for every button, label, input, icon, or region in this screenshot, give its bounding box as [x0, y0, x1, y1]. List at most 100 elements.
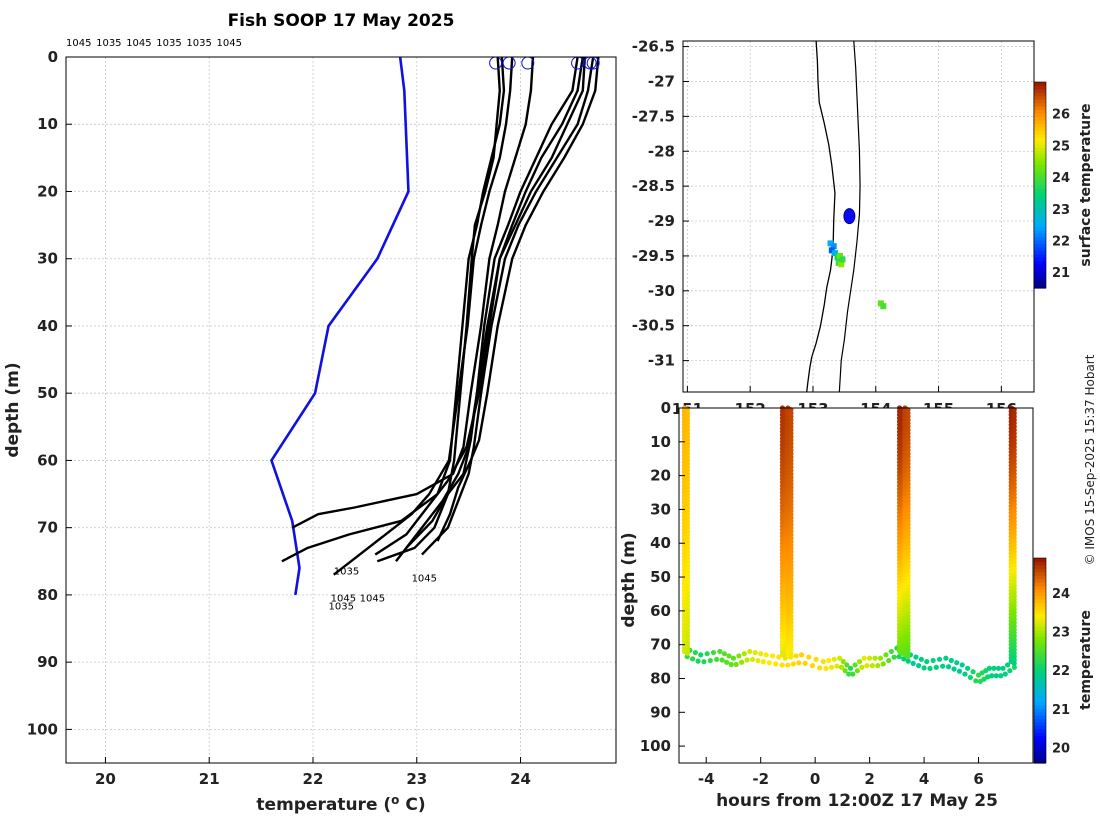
- colorbar-tick-label: 20: [1052, 742, 1070, 757]
- colorbar-segment: [1034, 732, 1046, 737]
- bottom-track-point: [962, 671, 968, 677]
- colorbar-tick-label: 24: [1052, 587, 1070, 602]
- chart-title: Fish SOOP 17 May 2025: [228, 11, 455, 31]
- colorbar-segment: [1034, 616, 1046, 621]
- profile-x-ticks: 20 21 22 23 24: [95, 757, 531, 788]
- sst-point: [836, 252, 843, 259]
- colorbar-segment: [1034, 133, 1046, 138]
- colorbar-segment: [1034, 202, 1046, 207]
- bottom-track-point: [965, 665, 971, 671]
- bottom-track-point: [798, 652, 805, 658]
- section-colorbar-label: temperature: [1078, 610, 1094, 710]
- map-content: [806, 40, 887, 393]
- bottom-track-point: [951, 666, 957, 672]
- section-x-tick-label: -4: [698, 770, 715, 788]
- bottom-track-point: [749, 656, 756, 663]
- bottom-track-point: [813, 656, 819, 662]
- colorbar-segment: [1034, 694, 1046, 699]
- bottom-track-point: [826, 657, 832, 664]
- colorbar-segment: [1034, 759, 1046, 764]
- bottom-track-point: [714, 656, 720, 663]
- climatology-line: [270, 56, 410, 596]
- profile-line: [421, 56, 595, 556]
- colorbar-segment: [1034, 592, 1046, 597]
- colorbar-segment: [1034, 222, 1046, 227]
- bottom-track-point: [837, 655, 843, 661]
- colorbar-segment: [1034, 571, 1046, 576]
- colorbar-segment: [1034, 160, 1046, 165]
- profile-end-label: 1045: [331, 594, 356, 605]
- bottom-track-point: [1000, 665, 1006, 671]
- bottom-track-point: [967, 674, 973, 681]
- bottom-track-point: [875, 663, 881, 669]
- colorbar-segment: [1034, 711, 1046, 716]
- profile-line: [436, 56, 600, 542]
- bottom-track-point: [970, 669, 976, 675]
- bottom-track-point: [852, 662, 858, 668]
- section-x-ticks: -4 -2 0 2 4 6: [698, 757, 984, 788]
- section-y-tick-label: 50: [650, 568, 671, 586]
- colorbar-segment: [1034, 88, 1046, 93]
- bottom-track-point: [739, 659, 745, 665]
- colorbar-tick-label: 24: [1052, 171, 1070, 186]
- colorbar-segment: [1034, 215, 1046, 220]
- colorbar-segment: [1034, 687, 1046, 692]
- profile-line: [281, 56, 506, 563]
- bottom-track-point: [918, 656, 924, 662]
- colorbar-segment: [1034, 205, 1046, 210]
- map-y-tick-label: -30: [648, 282, 675, 300]
- colorbar-segment: [1034, 143, 1046, 148]
- bottom-track-point: [741, 651, 747, 657]
- colorbar-segment: [1034, 253, 1046, 258]
- colorbar-tick-label: 22: [1052, 234, 1070, 249]
- colorbar-segment: [1034, 681, 1046, 686]
- section-y-tick-label: 10: [650, 433, 671, 451]
- colorbar-segment: [1034, 185, 1046, 190]
- profile-y-tick-label: 20: [37, 182, 58, 200]
- credit-text: © IMOS 15-Sep-2025 15:37 Hobart: [1083, 354, 1097, 565]
- section-x-tick-label: 6: [973, 770, 983, 788]
- bottom-track-point: [995, 665, 1002, 671]
- section-y-tick-label: 0: [661, 399, 671, 417]
- colorbar-segment: [1034, 612, 1046, 617]
- colorbar-segment: [1034, 595, 1046, 600]
- bottom-track-point: [991, 665, 997, 671]
- profile-end-label: 1045: [360, 594, 385, 605]
- colorbar-segment: [1034, 704, 1046, 709]
- map-y-ticks: -26.5 -27 -27.5 -28 -28.5 -29 -29.5 -30 -30.5 -31: [632, 38, 689, 370]
- colorbar-segment: [1034, 708, 1046, 713]
- colorbar-segment: [1034, 564, 1046, 569]
- profile-line: [332, 56, 514, 576]
- colorbar-segment: [1034, 167, 1046, 172]
- bottom-track-point: [864, 663, 870, 669]
- profile-y-tick-label: 40: [37, 317, 58, 335]
- colorbar-segment: [1034, 229, 1046, 234]
- bottom-track-point: [736, 653, 742, 659]
- bottom-track-point: [842, 668, 848, 674]
- colorbar-segment: [1034, 626, 1046, 631]
- colorbar-segment: [1034, 640, 1046, 645]
- top-profile-labels: 1045 1035 1045 1035 1035 1045: [66, 38, 242, 49]
- colorbar-segment: [1034, 701, 1046, 706]
- bottom-track-point: [790, 661, 796, 667]
- section-y-axis-label: depth (m): [619, 532, 639, 627]
- bottom-track-point: [927, 665, 933, 672]
- colorbar-tick-label: 25: [1052, 139, 1070, 154]
- bottom-track-point: [1011, 664, 1017, 670]
- colorbar-segment: [1034, 622, 1046, 627]
- colorbar-segment: [1034, 663, 1046, 668]
- colorbar-segment: [1034, 178, 1046, 183]
- colorbar-segment: [1034, 102, 1046, 107]
- colorbar-segment: [1034, 568, 1046, 573]
- colorbar-segment: [1034, 136, 1046, 141]
- profile-y-tick-label: 10: [37, 115, 58, 133]
- colorbar-segment: [1034, 191, 1046, 196]
- bottom-track-point: [916, 663, 922, 669]
- colorbar-segment: [1034, 270, 1046, 275]
- colorbar-segment: [1034, 581, 1046, 586]
- section-x-axis-label: hours from 12:00Z 17 May 25: [716, 791, 998, 811]
- colorbar-segment: [1034, 171, 1046, 176]
- colorbar-segment: [1034, 561, 1046, 566]
- colorbar-segment: [1034, 130, 1046, 135]
- bottom-track-point: [698, 652, 704, 658]
